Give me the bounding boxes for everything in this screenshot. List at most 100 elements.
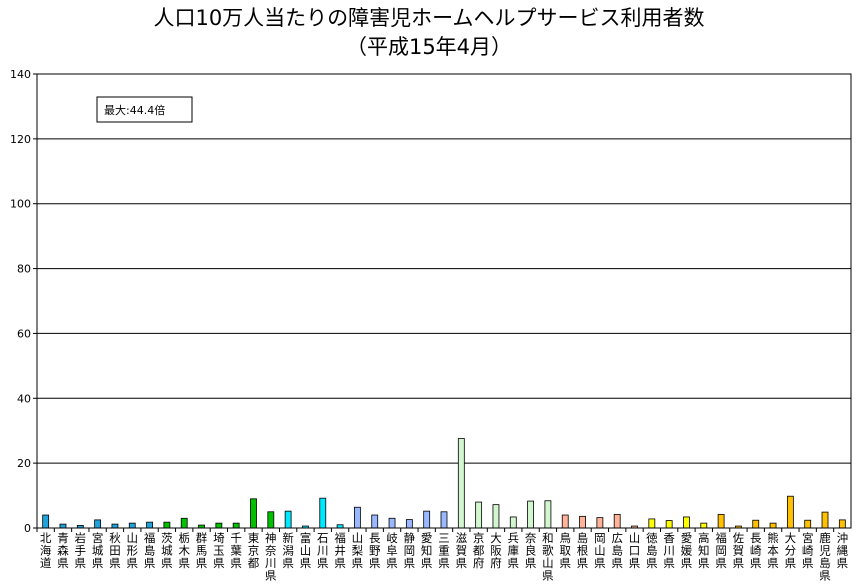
- bar: [648, 518, 656, 529]
- x-category-label: 香川県: [663, 531, 675, 570]
- x-category-label: 富山県: [300, 531, 312, 570]
- y-tick-label: 140: [10, 68, 31, 81]
- x-category-label: 山形県: [127, 531, 139, 570]
- bar: [128, 522, 136, 529]
- y-tick-label: 20: [17, 457, 31, 470]
- x-category-label: 埼玉県: [213, 531, 225, 570]
- y-axis-ticks: 0 20 40 60 80 100 120 140: [10, 68, 37, 535]
- bar: [613, 513, 621, 529]
- bar: [423, 510, 431, 529]
- x-category-label: 山口県: [629, 531, 641, 570]
- x-category-label: 和歌山県: [542, 531, 554, 583]
- x-category-label: 東京都: [248, 531, 260, 570]
- x-category-label: 静岡県: [404, 531, 416, 570]
- bar: [683, 516, 690, 529]
- x-category-label: 茨城県: [161, 531, 173, 570]
- x-category-label: 岡山県: [594, 531, 606, 570]
- bar: [752, 519, 760, 529]
- bar: [284, 510, 292, 529]
- x-category-label: 滋賀県: [456, 531, 468, 570]
- x-category-label: 岩手県: [75, 531, 87, 570]
- chart-title: 人口10万人当たりの障害児ホームヘルプサービス利用者数: [153, 6, 704, 30]
- annotation-box: 最大:44.4倍: [96, 96, 193, 123]
- bar: [700, 522, 708, 529]
- y-tick-label: 0: [24, 522, 31, 535]
- x-category-label: 沖縄県: [837, 531, 849, 570]
- bar: [440, 511, 448, 529]
- x-category-label: 新潟県: [282, 531, 294, 570]
- x-category-label: 兵庫県: [508, 531, 520, 570]
- x-category-label: 大分県: [785, 531, 797, 570]
- bar: [457, 438, 465, 529]
- y-tick-label: 60: [17, 327, 31, 340]
- annotation-text: 最大:44.4倍: [104, 103, 165, 117]
- x-category-label: 鹿児島県: [819, 531, 831, 583]
- x-category-label: 千葉県: [230, 531, 242, 570]
- bar: [180, 517, 188, 529]
- x-category-label: 奈良県: [525, 531, 537, 570]
- y-tick-label: 120: [10, 133, 31, 146]
- bar: [388, 517, 396, 529]
- bar: [371, 514, 379, 529]
- x-category-label: 愛知県: [421, 531, 433, 570]
- x-category-label: 長崎県: [750, 531, 762, 570]
- x-category-label: 京都府: [473, 531, 485, 570]
- bar: [250, 498, 257, 529]
- x-category-label: 青森県: [57, 531, 69, 570]
- x-category-label: 佐賀県: [733, 531, 745, 570]
- x-category-label: 宮崎県: [802, 531, 814, 570]
- x-category-label: 高知県: [698, 531, 710, 570]
- bar: [111, 523, 119, 529]
- y-tick-label: 80: [17, 263, 31, 276]
- bar: [544, 500, 552, 529]
- gridlines: [37, 138, 851, 464]
- bar: [492, 504, 500, 529]
- x-category-label: 熊本県: [767, 531, 779, 570]
- x-category-label: 三重県: [438, 531, 450, 570]
- bar: [59, 523, 67, 529]
- x-category-label: 島根県: [577, 531, 589, 570]
- x-category-label: 福岡県: [715, 531, 727, 570]
- plot-frame: [36, 73, 852, 529]
- bar: [163, 521, 171, 529]
- x-category-label: 山梨県: [352, 531, 364, 570]
- bar: [596, 517, 604, 529]
- bar: [717, 513, 725, 529]
- x-category-label: 福島県: [144, 531, 156, 570]
- bar: [215, 522, 223, 529]
- x-category-label: 神奈川県: [265, 531, 277, 583]
- bar: [319, 497, 327, 529]
- bar: [821, 511, 829, 529]
- x-category-label: 宮城県: [92, 531, 104, 570]
- bar: [838, 519, 846, 529]
- y-tick-label: 100: [10, 198, 31, 211]
- bar: [786, 495, 794, 529]
- x-category-label: 石川県: [317, 531, 329, 570]
- x-category-label: 鳥取県: [559, 531, 571, 570]
- bar: [267, 511, 275, 529]
- bars: [36, 438, 846, 532]
- bar: [804, 519, 812, 529]
- bar: [769, 522, 777, 529]
- bar: [94, 519, 102, 529]
- bar: [42, 514, 50, 529]
- bar: [527, 500, 534, 529]
- bar: [146, 521, 153, 529]
- chart-subtitle: （平成15年4月）: [346, 35, 512, 59]
- x-category-label: 長野県: [369, 531, 381, 570]
- bar: [475, 501, 483, 529]
- x-category-label: 北海道: [40, 531, 52, 570]
- bar: [665, 520, 673, 529]
- x-category-label: 広島県: [611, 531, 623, 570]
- x-axis-labels: 北海道青森県岩手県宮城県秋田県山形県福島県茨城県栃木県群馬県埼玉県千葉県東京都神…: [40, 531, 849, 583]
- x-category-label: 栃木県: [178, 531, 190, 570]
- x-category-label: 大阪府: [490, 531, 502, 570]
- x-category-label: 愛媛県: [681, 531, 693, 570]
- bar: [353, 506, 361, 529]
- x-category-label: 福井県: [334, 531, 346, 570]
- bar: [232, 522, 240, 529]
- y-tick-label: 40: [17, 392, 31, 405]
- x-category-label: 岐阜県: [386, 531, 398, 570]
- x-category-label: 秋田県: [109, 531, 121, 570]
